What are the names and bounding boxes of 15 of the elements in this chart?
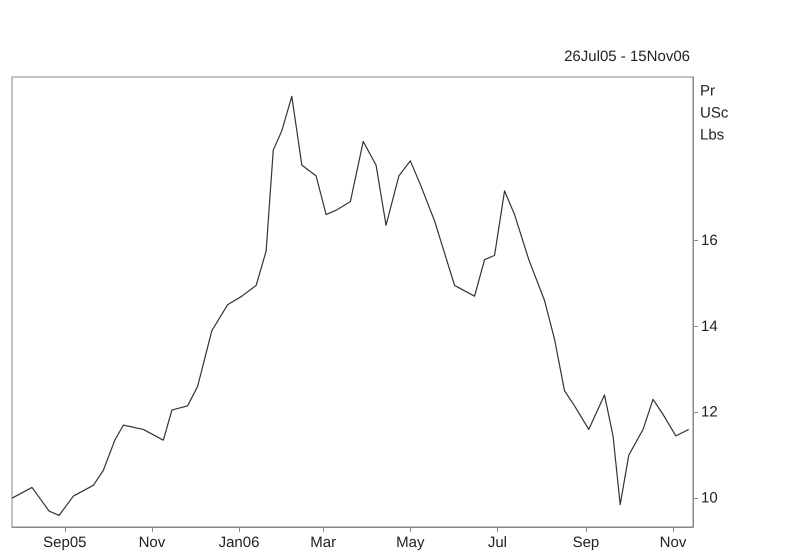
x-tick-label: Jul [488, 534, 508, 551]
x-tick-label: Mar [310, 534, 336, 551]
x-tick-label: Sep [572, 534, 600, 551]
x-tick-label: Jan06 [218, 534, 260, 551]
x-tick-label: Nov [138, 534, 166, 551]
y-tick-label: 16 [701, 232, 718, 249]
x-tick-label: May [396, 534, 425, 551]
x-tick-label: Nov [660, 534, 687, 551]
x-tick-label: Sep05 [43, 534, 87, 551]
y-tick-label: 14 [701, 318, 718, 335]
line-series [11, 96, 690, 516]
chart-title: 26Jul05 - 15Nov06 [564, 48, 690, 65]
y-tick-label: 12 [701, 404, 718, 421]
y-axis-title: Pr USc Lbs [700, 82, 729, 144]
y-tick-label: 10 [701, 490, 718, 507]
